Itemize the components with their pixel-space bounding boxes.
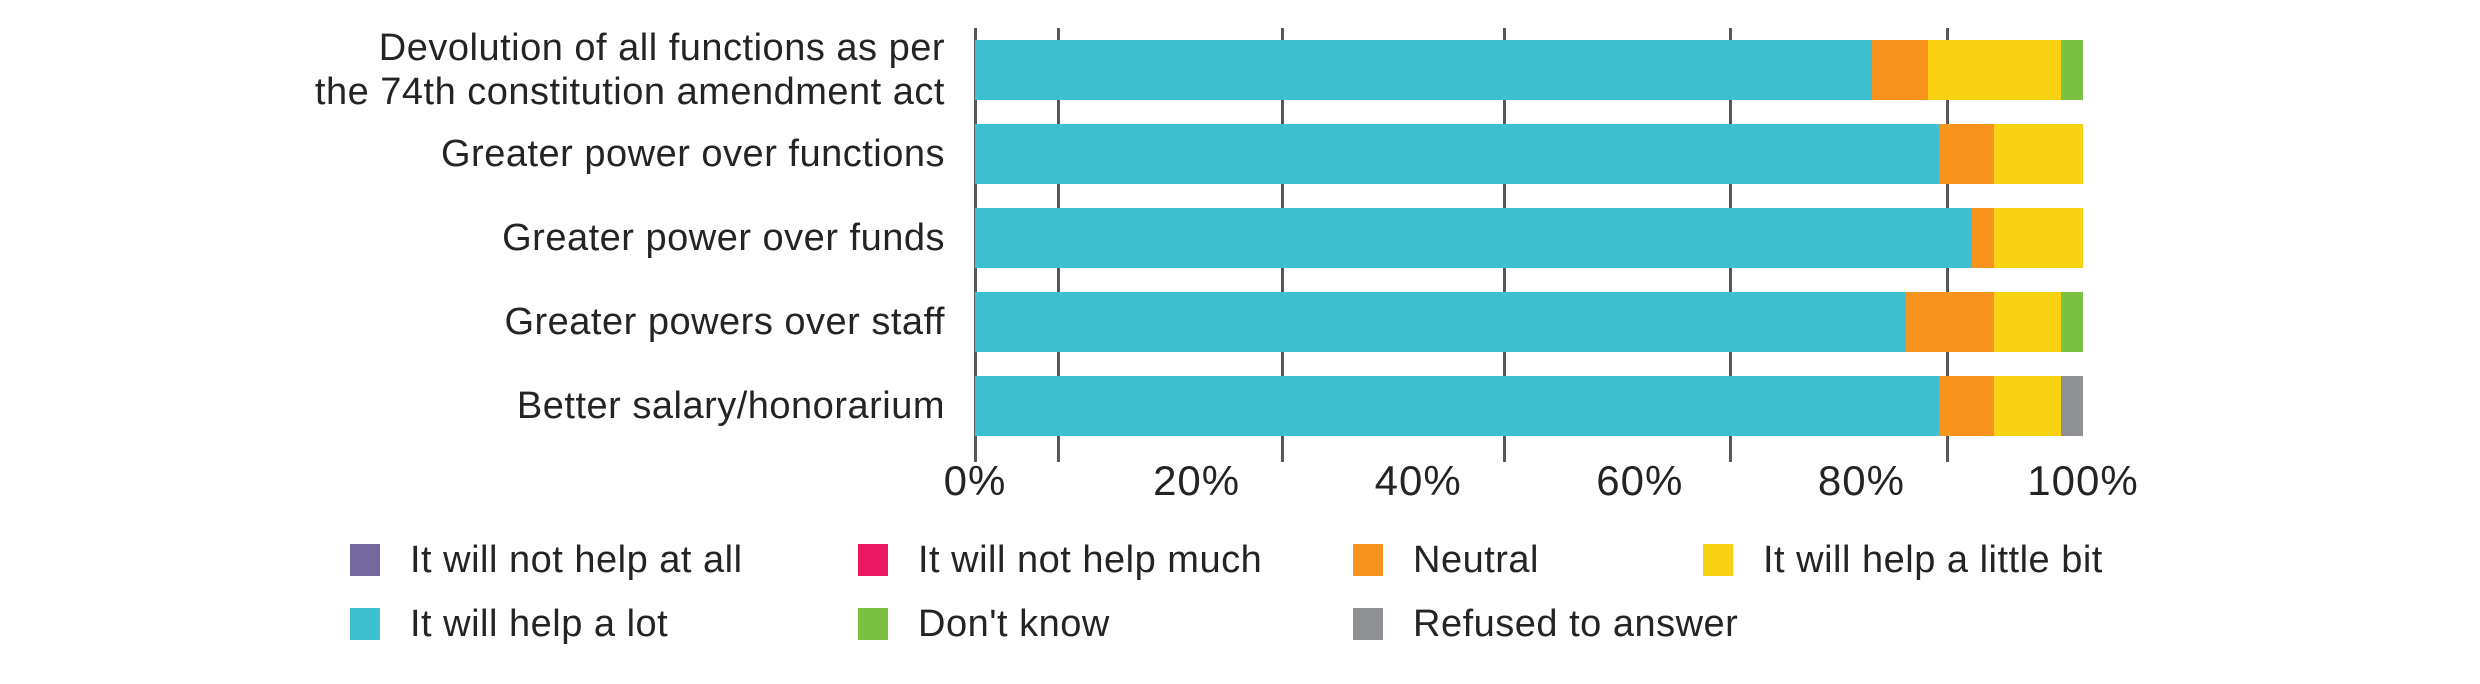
legend-label: Neutral: [1413, 539, 1539, 581]
legend-swatch-neutral: [1353, 544, 1383, 576]
chart-rows: Devolution of all functions as per the 74…: [0, 27, 2480, 448]
bar-row-greater-power-over-functions: Greater power over functions: [0, 112, 2480, 196]
bar-segment-it-will-help-a-little-bit: [1994, 292, 2061, 352]
bar-segment-refused-to-answer: [2060, 376, 2083, 436]
legend-item-it-will-help-a-lot: It will help a lot: [350, 602, 668, 646]
category-label: Devolution of all functions as per the 74…: [314, 27, 945, 113]
bar-segment-it-will-help-a-lot: [975, 40, 1873, 100]
legend-label: It will not help much: [918, 539, 1263, 581]
legend-item-it-will-not-help-much: It will not help much: [858, 538, 1262, 582]
bar-row-greater-power-over-funds: Greater power over funds: [0, 196, 2480, 280]
legend-label: It will help a lot: [410, 603, 669, 645]
legend-row-2: It will help a lot Don't know Refused to a…: [0, 602, 2480, 646]
bar-row-greater-powers-over-staff: Greater powers over staff: [0, 280, 2480, 364]
legend-item-neutral: Neutral: [1353, 538, 1539, 582]
x-tick-label-0: 0%: [943, 457, 1007, 504]
legend-label: Don't know: [918, 603, 1110, 645]
bar-segment-it-will-help-a-lot: [975, 292, 1906, 352]
x-tick-label-40: 40%: [1374, 457, 1462, 504]
legend-item-don-t-know: Don't know: [858, 602, 1110, 646]
bar-segment-neutral: [1972, 208, 1995, 268]
bar-segment-it-will-help-a-lot: [975, 124, 1939, 184]
legend-swatch-it-will-help-a-lot: [350, 608, 380, 640]
stacked-bar: [975, 40, 2083, 100]
legend-row-1: It will not help at all It will not help …: [0, 538, 2480, 582]
legend-item-it-will-help-a-little-bit: It will help a little bit: [1703, 538, 2103, 582]
legend-swatch-don-t-know: [858, 608, 888, 640]
bar-row-better-salary-honorarium: Better salary/honorarium: [0, 364, 2480, 448]
bar-row-devolution-of-all-functions-as: Devolution of all functions as per the 74…: [0, 27, 2480, 113]
x-tick-label-80: 80%: [1817, 457, 1905, 504]
legend-swatch-it-will-help-a-little-bit: [1703, 544, 1733, 576]
stacked-bar: [975, 208, 2083, 268]
legend-swatch-it-will-not-help-much: [858, 544, 888, 576]
stacked-bar: [975, 124, 2083, 184]
bar-segment-it-will-help-a-little-bit: [1994, 208, 2083, 268]
x-tick-label-20: 20%: [1153, 457, 1241, 504]
legend-label: It will not help at all: [410, 539, 743, 581]
bar-segment-don-t-know: [2060, 292, 2083, 352]
bar-segment-it-will-help-a-little-bit: [1927, 40, 2061, 100]
category-label: Greater power over functions: [440, 133, 945, 175]
x-axis-tick-labels: 0% 20% 40% 60% 80% 100%: [944, 456, 2138, 508]
bar-segment-it-will-help-a-lot: [975, 208, 1973, 268]
legend-swatch-it-will-not-help-at-all: [350, 544, 380, 576]
x-tick-label-100: 100%: [2027, 457, 2139, 504]
bar-segment-it-will-help-a-lot: [975, 376, 1939, 436]
legend-swatch-refused-to-answer: [1353, 608, 1383, 640]
category-label: Greater power over funds: [502, 217, 945, 259]
legend-item-it-will-not-help-at-all: It will not help at all: [350, 538, 743, 582]
category-label: Better salary/honorarium: [516, 385, 945, 427]
x-tick-label-60: 60%: [1596, 457, 1684, 504]
legend-label: It will help a little bit: [1763, 539, 2103, 581]
bar-segment-don-t-know: [2060, 40, 2083, 100]
bar-segment-neutral: [1872, 40, 1928, 100]
stacked-bar: [975, 292, 2083, 352]
bar-segment-it-will-help-a-little-bit: [1994, 376, 2061, 436]
bar-segment-it-will-help-a-little-bit: [1994, 124, 2083, 184]
bar-segment-neutral: [1938, 124, 1995, 184]
legend-item-refused-to-answer: Refused to answer: [1353, 602, 1738, 646]
stacked-bar: [975, 376, 2083, 436]
category-label: Greater powers over staff: [504, 301, 945, 343]
bar-segment-neutral: [1905, 292, 1995, 352]
bar-segment-neutral: [1938, 376, 1995, 436]
legend-label: Refused to answer: [1413, 603, 1739, 645]
